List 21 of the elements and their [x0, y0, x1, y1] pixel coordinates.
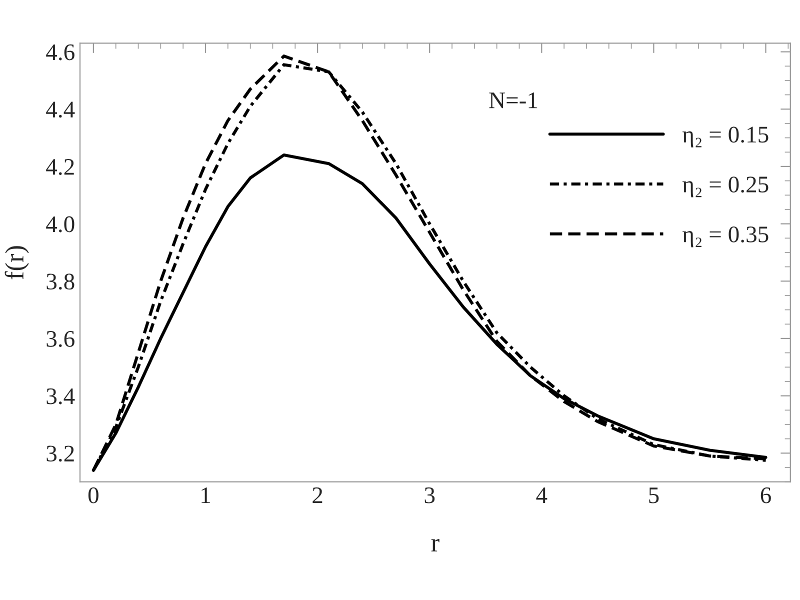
legend-label: η₂ = 0.25 [682, 176, 768, 198]
x-tick-label: 0 [88, 487, 98, 504]
y-tick-label: 4.6 [46, 44, 74, 60]
x-tick-label: 5 [649, 488, 659, 504]
y-tick-label: 3.2 [46, 446, 74, 462]
x-tick-label: 6 [760, 487, 771, 504]
y-tick-label: 3.8 [46, 274, 74, 290]
y-tick-label: 4.4 [46, 102, 75, 118]
y-tick-label: 3.4 [46, 388, 75, 404]
y-tick-label: 4.2 [46, 159, 74, 175]
y-tick-label: 3.6 [46, 331, 74, 347]
x-axis-title: r [431, 538, 440, 552]
annotation: N=-1 [489, 92, 538, 108]
x-tick-label: 1 [202, 487, 210, 504]
legend-label: η₂ = 0.15 [682, 126, 768, 148]
legend-label: η₂ = 0.35 [682, 226, 768, 248]
y-tick-label: 4.0 [46, 216, 74, 232]
x-tick-label: 2 [312, 487, 322, 504]
x-tick-label: 3 [424, 487, 435, 504]
y-axis-title: f(r) [4, 246, 29, 280]
x-tick-label: 4 [536, 488, 548, 504]
